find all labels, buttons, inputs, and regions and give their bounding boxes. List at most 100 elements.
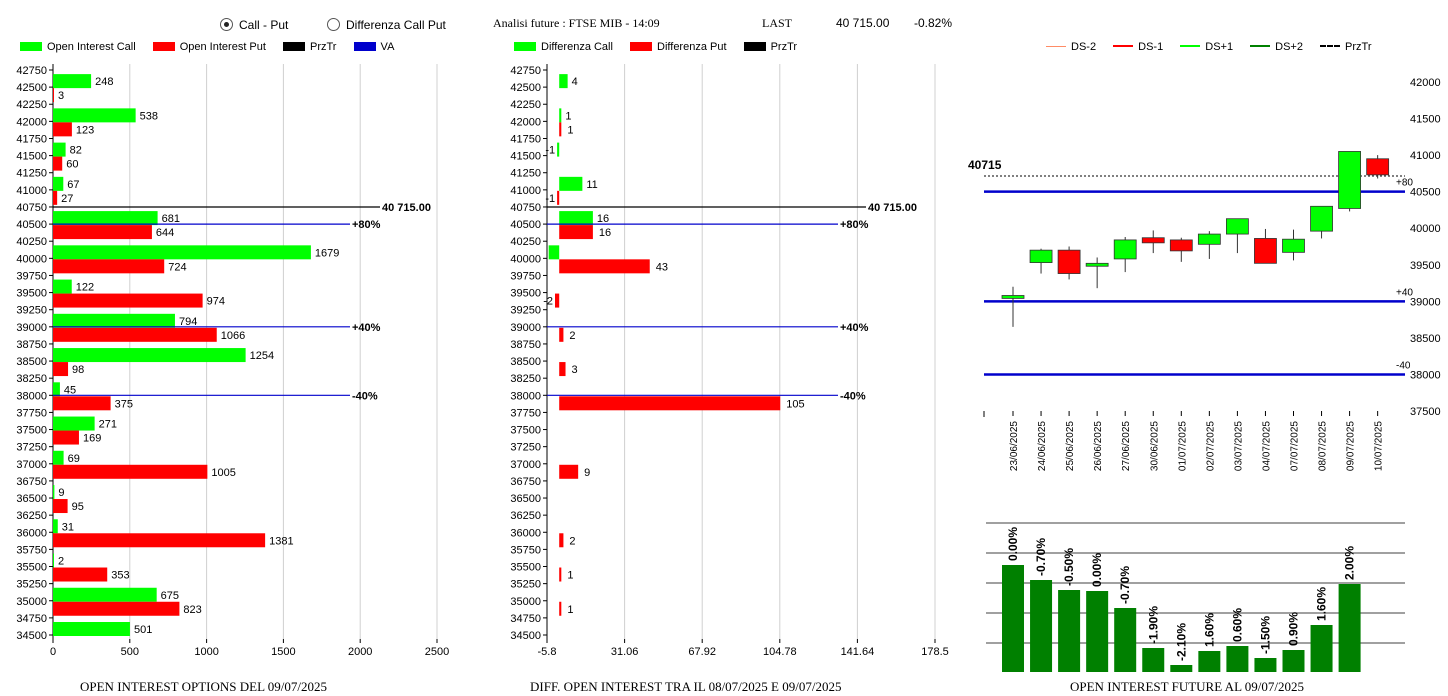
diff-put-bar bbox=[559, 259, 650, 274]
put-bar bbox=[53, 601, 180, 616]
future-oi-value-label: -1.90% bbox=[1146, 606, 1160, 644]
x-tick-label: 31.06 bbox=[611, 646, 639, 658]
call-bar bbox=[53, 348, 246, 363]
put-bar bbox=[53, 499, 68, 514]
future-oi-value-label: 1.60% bbox=[1202, 613, 1216, 647]
future-oi-bar bbox=[1086, 591, 1109, 672]
y-tick-label: 38000 bbox=[510, 390, 541, 402]
price-tick-label: 39500 bbox=[1410, 260, 1441, 272]
candle-body bbox=[1366, 158, 1390, 176]
candle-body bbox=[1029, 249, 1053, 263]
put-value-label: 823 bbox=[183, 604, 201, 616]
radio-unselected-icon[interactable] bbox=[327, 18, 340, 31]
put-bar bbox=[53, 362, 69, 377]
radio-call-put[interactable]: Call - Put bbox=[220, 18, 288, 34]
date-tick-label: 08/07/2025 bbox=[1318, 421, 1329, 471]
y-tick-label: 36250 bbox=[510, 510, 541, 522]
call-bar bbox=[53, 279, 72, 294]
price-tick-label: 37500 bbox=[1410, 406, 1441, 418]
call-value-label: 538 bbox=[140, 110, 158, 122]
y-tick-label: 36500 bbox=[16, 493, 47, 505]
price-tick-label: 41500 bbox=[1410, 114, 1441, 126]
y-tick-label: 34750 bbox=[510, 613, 541, 625]
call-bar bbox=[53, 74, 92, 89]
put-value-label: 1381 bbox=[269, 535, 293, 547]
call-bar bbox=[53, 108, 136, 123]
put-bar bbox=[53, 293, 203, 308]
call-value-label: 69 bbox=[68, 453, 80, 465]
put-bar bbox=[53, 259, 165, 274]
radio-differenza[interactable]: Differenza Call Put bbox=[327, 18, 446, 34]
future-oi-value-label: 0.00% bbox=[1006, 527, 1020, 561]
put-value-label: 644 bbox=[156, 227, 174, 239]
y-tick-label: 35750 bbox=[16, 544, 47, 556]
y-tick-label: 42250 bbox=[510, 99, 541, 111]
reference-line-label: +40% bbox=[352, 322, 381, 334]
legend-diff: Differenza Call Differenza Put PrzTr bbox=[514, 41, 811, 55]
call-bar bbox=[53, 313, 175, 328]
y-tick-label: 37750 bbox=[16, 407, 47, 419]
legend-prztr: PrzTr bbox=[283, 41, 336, 53]
diff-call-value-label: 11 bbox=[586, 179, 597, 191]
y-tick-label: 35500 bbox=[510, 562, 541, 574]
y-tick-label: 42750 bbox=[510, 65, 541, 77]
call-bar bbox=[53, 176, 64, 191]
reference-line-label: -40% bbox=[352, 390, 378, 402]
put-bar bbox=[53, 88, 54, 103]
future-oi-value-label: 0.60% bbox=[1230, 608, 1244, 642]
future-oi-bar bbox=[1198, 651, 1221, 672]
date-tick-label: 03/07/2025 bbox=[1233, 421, 1244, 471]
y-tick-label: 37250 bbox=[16, 442, 47, 454]
call-value-label: 67 bbox=[67, 179, 79, 191]
x-tick-label: 0 bbox=[50, 646, 56, 658]
y-tick-label: 37250 bbox=[510, 442, 541, 454]
radio-selected-icon[interactable] bbox=[220, 18, 233, 31]
reference-line-label: +80% bbox=[352, 219, 381, 231]
candle-body bbox=[1085, 262, 1109, 267]
y-tick-label: 39000 bbox=[510, 322, 541, 334]
diff-put-bar bbox=[557, 190, 560, 205]
y-tick-label: 40750 bbox=[510, 202, 541, 214]
future-oi-value-label: -2.10% bbox=[1174, 623, 1188, 661]
call-value-label: 271 bbox=[99, 419, 117, 431]
future-oi-bar bbox=[1310, 625, 1333, 672]
y-tick-label: 41250 bbox=[16, 168, 47, 180]
put-bar bbox=[53, 430, 79, 445]
date-tick-label: 25/06/2025 bbox=[1065, 421, 1076, 471]
call-value-label: 1679 bbox=[315, 247, 339, 259]
future-oi-bar bbox=[1002, 565, 1024, 672]
call-bar bbox=[53, 142, 66, 157]
x-tick-label: 2500 bbox=[425, 646, 449, 658]
future-oi-value-label: -0.70% bbox=[1118, 566, 1132, 604]
call-value-label: 2 bbox=[58, 556, 64, 568]
put-bar bbox=[53, 533, 266, 548]
call-bar bbox=[53, 416, 95, 431]
diff-call-value-label: 16 bbox=[597, 213, 609, 225]
y-tick-label: 40500 bbox=[510, 219, 541, 231]
future-oi-bar bbox=[1226, 646, 1249, 672]
legend-oi-call: Open Interest Call bbox=[20, 41, 136, 53]
call-value-label: 82 bbox=[70, 145, 82, 157]
y-tick-label: 42000 bbox=[16, 116, 47, 128]
legend-ds-2: DS-2 bbox=[1046, 41, 1096, 53]
y-tick-label: 34750 bbox=[16, 613, 47, 625]
put-bar bbox=[53, 225, 152, 240]
call-bar bbox=[53, 211, 158, 226]
reference-line-label: +80% bbox=[840, 219, 869, 231]
legend-va: VA bbox=[353, 41, 394, 53]
va-line-label: +40 bbox=[1396, 287, 1413, 298]
call-value-label: 45 bbox=[64, 384, 76, 396]
diff-put-bar bbox=[555, 293, 560, 308]
diff-put-value-label: 3 bbox=[572, 364, 578, 376]
put-bar bbox=[53, 122, 72, 137]
diff-put-value-label: 1 bbox=[567, 570, 573, 582]
price-tick-label: 42000 bbox=[1410, 77, 1441, 89]
diff-put-bar bbox=[559, 396, 781, 411]
future-chart-title: OPEN INTEREST FUTURE AL 09/07/2025 bbox=[1070, 679, 1305, 694]
future-oi-bar bbox=[1338, 584, 1361, 672]
call-value-label: 122 bbox=[76, 282, 94, 294]
diff-put-value-label: 43 bbox=[656, 261, 668, 273]
y-tick-label: 39500 bbox=[16, 288, 47, 300]
candle-body bbox=[1226, 218, 1249, 235]
put-value-label: 1066 bbox=[221, 330, 245, 342]
